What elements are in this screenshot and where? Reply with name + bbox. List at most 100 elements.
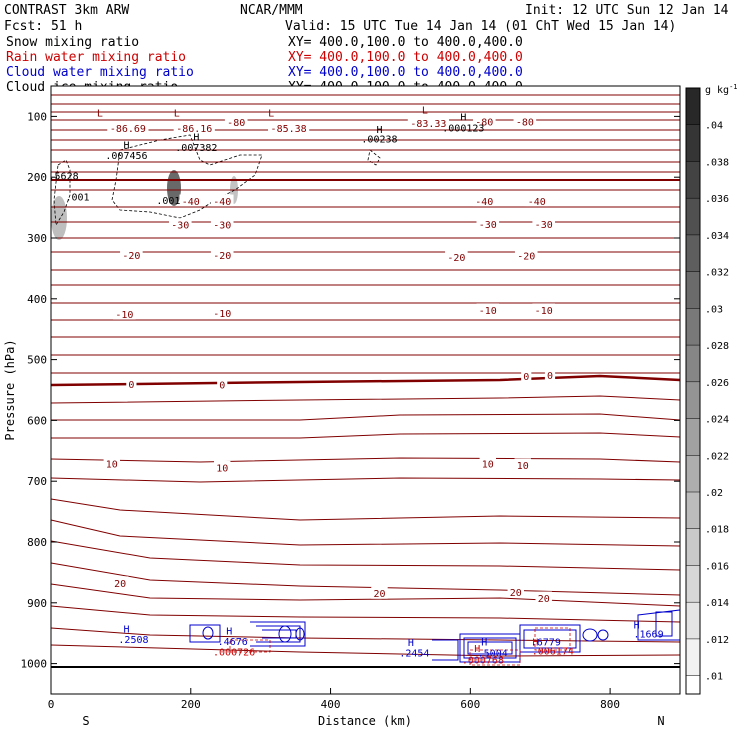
header-init: Init: 12 UTC Sun 12 Jan 14 — [525, 3, 729, 18]
contour-label-bg — [111, 576, 129, 589]
extremum-label: .2508 — [118, 635, 148, 646]
cloud-water-contour — [467, 641, 513, 655]
isotherm-label: -30 — [171, 221, 189, 232]
isotherm-label: 20 — [373, 589, 385, 600]
colorbar-swatch — [686, 528, 700, 566]
extremum-label: .000768 — [462, 656, 504, 667]
contour-label-bg — [173, 121, 215, 134]
colorbar-swatch — [686, 308, 700, 346]
rain-water-contour — [469, 649, 521, 666]
contour-label-bg — [535, 591, 552, 604]
isotherm-label: 10 — [482, 460, 494, 471]
temperature-contours — [50, 94, 681, 657]
plot-frame — [50, 85, 681, 695]
cloud-water-contour — [463, 637, 517, 659]
colorbar-tick-label: .034 — [705, 231, 729, 242]
isotherm-label: -20 — [122, 251, 140, 262]
contour-label-bg — [103, 457, 121, 470]
contour-label-bg — [476, 217, 500, 230]
contour-label-bg — [210, 218, 234, 231]
isotherm-label: -40 — [182, 197, 200, 208]
legend-cloud-water-xy: XY= 400.0,100.0 to 400.0,400.0 — [288, 65, 523, 80]
isotherm — [50, 605, 681, 623]
extremum-label: .00238 — [361, 135, 397, 146]
contour-label-bg — [525, 194, 549, 207]
contour-label-bg — [473, 194, 496, 207]
contour-label-bg — [476, 303, 500, 316]
plot-background — [51, 86, 680, 694]
colorbar-tick-label: .03 — [705, 304, 723, 315]
colorbar-tick-label: .016 — [705, 561, 729, 572]
y-tick-label: 1000 — [21, 658, 48, 671]
cloud-ice-contour — [367, 149, 381, 166]
cloud-water-contour — [256, 625, 301, 643]
colorbar-tick-label: .012 — [705, 635, 729, 646]
colorbar-frame — [685, 87, 701, 695]
contour-label-bg — [507, 585, 524, 598]
contour-label-bg — [544, 368, 556, 381]
isotherm-label: -20 — [517, 252, 535, 263]
colorbar-swatch — [686, 124, 700, 162]
isotherm-label: -86.16 — [176, 124, 212, 135]
x-tick-label: 400 — [321, 698, 341, 711]
colorbar-tick-label: .028 — [705, 341, 729, 352]
isotherm-label: -30 — [213, 221, 231, 232]
y-tick-label: 700 — [27, 475, 47, 488]
colorbar-tick-label: .014 — [705, 598, 729, 609]
extremum-label: .2454 — [399, 648, 429, 659]
colorbar: .04 .038 .036 .034 .032 .03 .028 .026 .024 .022 .0… — [685, 87, 729, 713]
isotherm — [50, 457, 681, 463]
extremum-label: .5628 — [49, 172, 79, 183]
temperature-labels: -86.69 -86.16 -80 -85.38 -83.33 -80 -80 -40 -40 -… — [103, 114, 556, 605]
extremum-label: L — [268, 108, 274, 119]
endpoint-right-label: N — [657, 714, 664, 728]
extremum-label: .007382 — [175, 143, 217, 154]
colorbar-swatch — [686, 492, 700, 530]
isotherm-label: -80 — [516, 117, 534, 128]
colorbar-tick-label: .02 — [705, 488, 723, 499]
extremum-label: L — [422, 105, 428, 116]
contour-label-bg — [532, 217, 556, 230]
contour-label-bg — [210, 248, 234, 261]
isotherm-label: -86.69 — [110, 124, 146, 135]
y-tick-label: 800 — [27, 536, 47, 549]
isotherm-label: 10 — [216, 463, 228, 474]
contour-label-bg — [407, 116, 449, 129]
extremum-label: H — [481, 637, 487, 648]
contour-label-bg — [210, 194, 234, 207]
extremum-label: H — [123, 141, 129, 152]
contour-label-bg — [217, 378, 228, 391]
colorbar-swatch — [686, 565, 700, 603]
extremum-label: H — [408, 638, 414, 649]
isotherm-label: -30 — [479, 220, 497, 231]
legend-cloud-water-label: Cloud water mixing ratio — [6, 65, 194, 80]
extremum-label: H — [474, 644, 480, 655]
x-axis-label: Distance (km) — [318, 714, 412, 728]
extremum-label: .007456 — [105, 151, 147, 162]
isotherm — [51, 413, 681, 421]
contour-label-bg — [107, 121, 149, 134]
isotherm-label: -10 — [115, 310, 133, 321]
colorbar-tick-label: .01 — [705, 672, 723, 683]
colorbar-tick-label: .018 — [705, 525, 729, 536]
x-axis: 0 200 400 600 800 — [48, 688, 620, 711]
plot-area — [50, 85, 681, 695]
isotherm-label: -10 — [535, 306, 553, 317]
colorbar-tick-label: .026 — [705, 378, 729, 389]
extremum-label: H — [123, 625, 129, 636]
isotherm — [50, 519, 681, 547]
x-tick-label: 0 — [48, 698, 55, 711]
isotherm-label: -80 — [475, 117, 493, 128]
isotherm-label: 20 — [510, 588, 522, 599]
contour-label-bg — [513, 114, 537, 127]
extremum-label: .000726 — [213, 648, 255, 659]
cloud-water-contour — [295, 627, 305, 641]
cloud-water-contour — [597, 629, 609, 641]
contour-label-bg — [514, 249, 538, 262]
isotherm-label: -83.33 — [410, 119, 446, 130]
extremum-label: H — [532, 637, 538, 648]
y-tick-label: 600 — [27, 414, 47, 427]
isotherm-zero — [50, 374, 681, 387]
isotherm-label: 0 — [547, 371, 553, 382]
